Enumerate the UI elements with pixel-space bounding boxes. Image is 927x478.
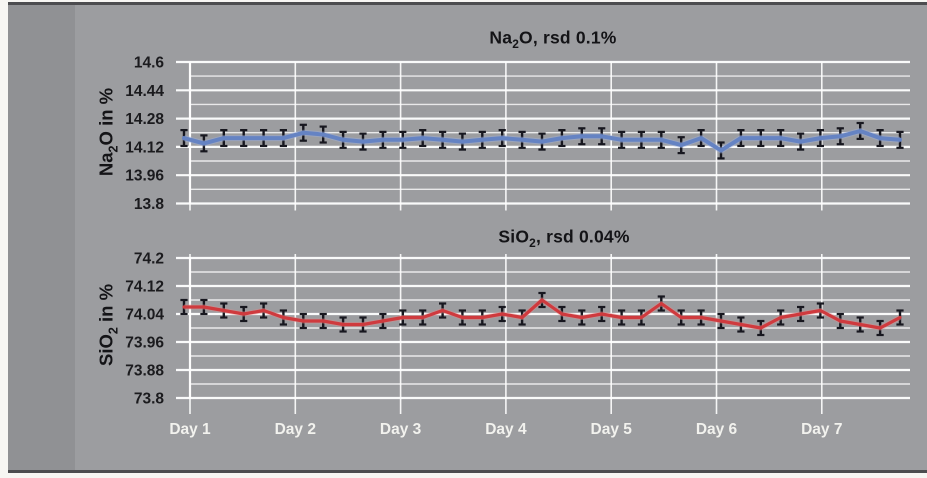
sio2-y-axis-label: SiO2 in % <box>96 284 121 366</box>
y-tick-label: 73.8 <box>134 391 165 408</box>
chart-panel <box>8 2 927 473</box>
y-tick-label: 74.2 <box>134 251 164 268</box>
y-tick-label: 74.12 <box>125 279 164 296</box>
sio2-title-pre: SiO <box>498 226 530 247</box>
y-tick-label: 14.44 <box>125 83 164 100</box>
na2o-title-pre: Na <box>489 27 513 48</box>
y-tick-label: 73.88 <box>125 363 164 380</box>
x-tick-label: Day 6 <box>696 421 738 438</box>
x-tick-label: Day 3 <box>380 421 422 438</box>
y-tick-label: 14.12 <box>125 139 164 156</box>
na2o-ylabel-post: O in % <box>95 87 117 146</box>
sio2-ylabel-pre: SiO <box>95 334 117 367</box>
y-tick-label: 13.8 <box>134 196 165 213</box>
panel-left-band <box>8 5 75 470</box>
sio2-title-sub: 2 <box>529 235 536 250</box>
sio2-series-line <box>182 298 902 330</box>
y-tick-label: 14.6 <box>134 55 165 72</box>
y-tick-label: 13.96 <box>125 168 164 185</box>
sio2-chart-title: SiO2, rsd 0.04% <box>498 226 629 250</box>
x-tick-label: Day 7 <box>801 421 842 438</box>
x-tick-label: Day 2 <box>275 421 316 438</box>
na2o-series-line <box>182 129 902 153</box>
y-tick-label: 14.28 <box>125 111 164 128</box>
x-tick-label: Day 5 <box>591 421 633 438</box>
y-tick-label: 74.04 <box>125 307 164 324</box>
sio2-ylabel-sub: 2 <box>106 327 121 335</box>
sio2-title-post: , rsd 0.04% <box>535 226 630 247</box>
na2o-y-axis-label: Na2O in % <box>96 88 121 176</box>
na2o-plot-area: 14.6 14.44 14.28 14.12 13.96 13.8 <box>125 55 910 213</box>
sio2-ylabel-post: in % <box>95 283 117 328</box>
na2o-chart-title: Na2O, rsd 0.1% <box>489 27 616 51</box>
sio2-plot-area: Day 1 Day 2 Day 3 Day 4 Day 5 Day 6 Day 7 74.2 7… <box>125 251 910 438</box>
x-tick-label: Day 4 <box>485 421 527 438</box>
na2o-title-post: O, rsd 0.1% <box>519 27 617 48</box>
y-tick-label: 73.96 <box>125 335 164 352</box>
na2o-title-sub: 2 <box>512 36 520 51</box>
na2o-ylabel-pre: Na <box>95 152 117 177</box>
x-tick-label: Day 1 <box>169 421 211 438</box>
na2o-ylabel-sub: 2 <box>106 145 121 153</box>
